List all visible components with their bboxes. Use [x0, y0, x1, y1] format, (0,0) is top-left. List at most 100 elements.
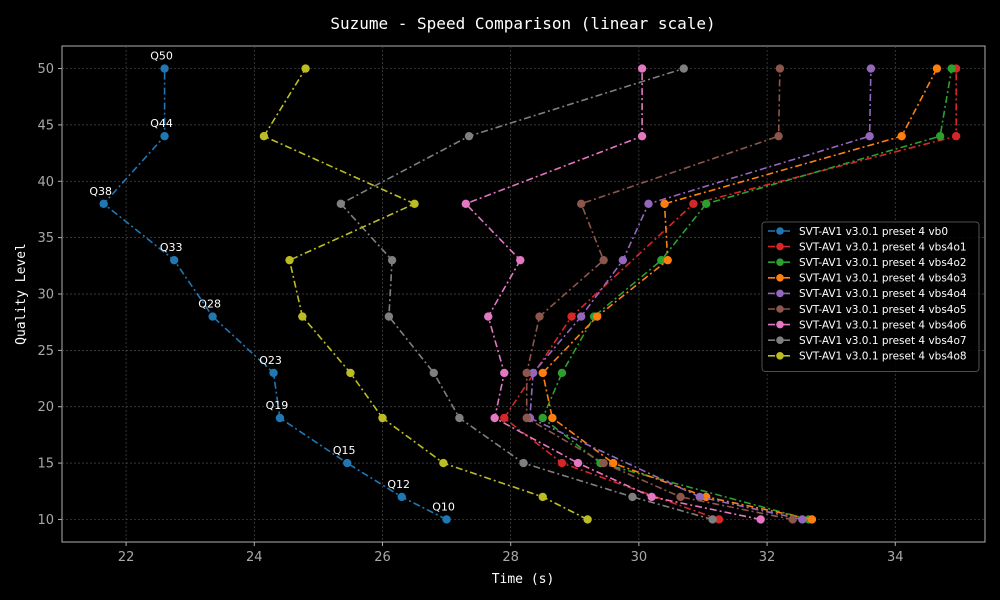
data-point — [461, 199, 471, 209]
point-label: Q28 — [198, 298, 221, 311]
data-point — [660, 199, 669, 209]
data-point — [573, 458, 583, 468]
series-7 — [336, 64, 717, 524]
legend-entry: SVT-AV1 v3.0.1 preset 4 vbs4o2 — [799, 257, 967, 269]
point-label: Q23 — [259, 354, 282, 367]
data-point — [576, 199, 586, 209]
data-point — [647, 492, 656, 502]
y-tick-label: 40 — [37, 175, 54, 190]
x-ticks: 22 24 26 28 30 32 34 — [118, 542, 904, 565]
y-tick-label: 50 — [37, 62, 54, 77]
data-point — [535, 312, 544, 321]
point-label: Q33 — [160, 241, 183, 254]
data-point — [346, 368, 355, 378]
series-4 — [525, 64, 876, 524]
legend: SVT-AV1 v3.0.1 preset 4 vb0 SVT-AV1 v3.0.… — [761, 221, 980, 372]
data-point — [618, 255, 628, 265]
x-tick-label: 26 — [374, 550, 391, 565]
legend-swatch-marker — [776, 274, 784, 282]
data-point — [951, 131, 961, 141]
legend-swatch-marker — [776, 352, 784, 360]
data-point — [599, 458, 608, 468]
data-point — [657, 255, 666, 265]
series-6 — [461, 64, 765, 524]
data-point — [807, 515, 817, 524]
data-point — [548, 413, 557, 423]
data-point — [269, 368, 278, 378]
y-tick-label: 25 — [37, 344, 54, 359]
legend-entry: SVT-AV1 v3.0.1 preset 4 vbs4o1 — [799, 241, 967, 253]
legend-entry: SVT-AV1 v3.0.1 preset 4 vbs4o8 — [799, 351, 967, 363]
point-label: Q19 — [266, 399, 289, 412]
data-point — [208, 312, 217, 321]
data-point — [442, 515, 451, 524]
legend-entry: SVT-AV1 v3.0.1 preset 4 vbs4o3 — [799, 273, 967, 285]
series-line — [102, 68, 447, 521]
data-point — [628, 492, 637, 502]
data-point — [301, 64, 310, 73]
point-label: Q38 — [89, 185, 112, 198]
chart-title: Suzume - Speed Comparison (linear scale) — [330, 14, 715, 33]
point-label: Q15 — [333, 444, 356, 457]
data-point — [695, 492, 704, 502]
data-point — [714, 515, 724, 524]
y-tick-label: 20 — [37, 400, 54, 415]
point-label: Q12 — [387, 478, 410, 491]
data-point — [865, 131, 874, 141]
data-point — [160, 131, 169, 141]
data-point — [522, 413, 531, 423]
data-point — [935, 131, 945, 141]
y-tick-label: 35 — [37, 231, 54, 246]
series-line — [339, 67, 713, 521]
data-point — [516, 255, 525, 265]
data-point — [99, 199, 108, 209]
series-layer — [99, 64, 961, 524]
data-point — [637, 131, 647, 141]
data-point — [169, 255, 179, 265]
data-point — [609, 458, 618, 468]
data-point — [557, 458, 567, 468]
legend-swatch-marker — [776, 258, 784, 267]
data-point — [538, 413, 547, 423]
legend-entry: SVT-AV1 v3.0.1 preset 4 vbs4o5 — [799, 304, 967, 316]
x-tick-label: 28 — [502, 550, 519, 565]
data-point — [387, 255, 397, 265]
data-point — [637, 64, 647, 73]
y-ticks: 10 15 20 25 30 35 40 45 50 — [37, 62, 62, 528]
y-tick-label: 15 — [37, 457, 54, 472]
legend-entry: SVT-AV1 v3.0.1 preset 4 vb0 — [799, 226, 948, 238]
legend-entry: SVT-AV1 v3.0.1 preset 4 vbs4o7 — [799, 335, 967, 347]
x-tick-label: 30 — [631, 550, 648, 565]
data-point — [275, 413, 285, 423]
data-point — [259, 131, 269, 141]
series-line — [541, 68, 953, 521]
x-tick-label: 34 — [887, 550, 904, 565]
data-point — [567, 312, 576, 321]
data-point — [576, 312, 586, 321]
data-point — [897, 131, 906, 141]
data-point — [464, 131, 474, 141]
data-point — [500, 413, 509, 423]
point-annotations: Q10 Q12 Q15 Q19 Q23 Q28 Q33 Q38 Q44 Q50 — [89, 50, 455, 514]
data-point — [490, 413, 499, 423]
data-point — [538, 368, 547, 378]
legend-swatch-marker — [776, 227, 784, 235]
y-tick-label: 30 — [37, 288, 54, 303]
point-label: Q44 — [150, 117, 173, 130]
data-point — [701, 199, 711, 209]
point-label: Q10 — [432, 500, 455, 513]
data-point — [774, 131, 783, 141]
data-point — [484, 312, 493, 321]
data-point — [298, 312, 307, 321]
y-tick-label: 10 — [37, 513, 54, 528]
data-point — [519, 458, 528, 468]
x-axis-label: Time (s) — [492, 572, 555, 587]
data-point — [522, 368, 531, 378]
data-point — [583, 515, 592, 524]
data-point — [557, 368, 567, 378]
data-point — [866, 64, 876, 73]
data-point — [538, 492, 547, 502]
data-point — [644, 199, 653, 209]
legend-swatch-marker — [776, 336, 784, 345]
